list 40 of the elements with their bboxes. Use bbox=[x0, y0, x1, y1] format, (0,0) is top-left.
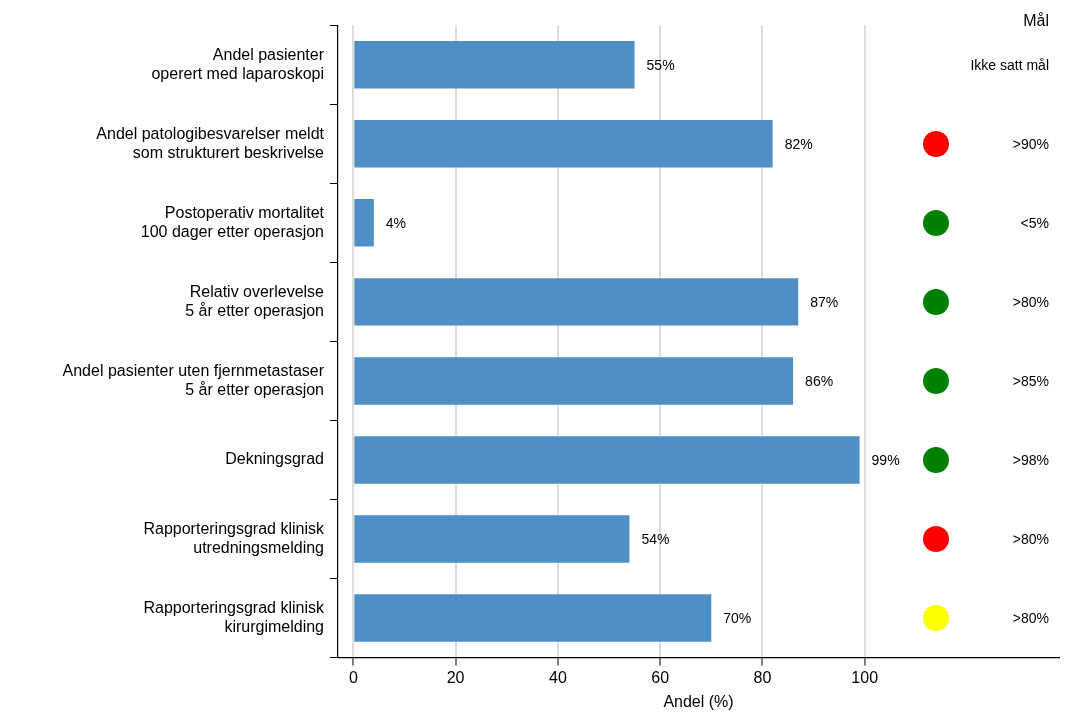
data-label: 4% bbox=[385, 214, 407, 231]
bar bbox=[354, 357, 794, 405]
annotation: >80% bbox=[1012, 293, 1049, 310]
x-tick-label: 80 bbox=[753, 668, 772, 686]
annotation: >80% bbox=[1012, 609, 1049, 626]
data-label: 55% bbox=[646, 56, 675, 73]
data-label: 82% bbox=[784, 135, 813, 152]
x-tick-label: 100 bbox=[851, 668, 879, 686]
data-label: 54% bbox=[641, 530, 670, 547]
y-tick-label: Andel pasienter operert med laparoskopi bbox=[151, 45, 325, 82]
annotation: Ikke satt mål bbox=[970, 56, 1049, 73]
bar bbox=[354, 515, 630, 563]
x-axis-title: Andel (%) bbox=[663, 692, 734, 710]
x-tick-label: 20 bbox=[446, 668, 465, 686]
annotation: <5% bbox=[1020, 214, 1049, 231]
data-label: 87% bbox=[810, 293, 839, 310]
y-tick-label: Rapporteringsgrad klinisk kirurgimelding bbox=[143, 598, 325, 636]
bar bbox=[354, 41, 635, 89]
y-tick-label: Rapporteringsgrad klinisk utredningsmelding bbox=[143, 519, 325, 557]
x-tick-label: 0 bbox=[348, 668, 358, 686]
y-tick-label: Andel patologibesvarelser meldt som strukturert beskrivelse bbox=[96, 124, 325, 161]
bar bbox=[354, 199, 374, 247]
y-tick-label: Andel pasienter uten fjernmetastaser 5 år etter operasjon bbox=[62, 361, 325, 398]
bar bbox=[354, 594, 712, 642]
x-tick-label: 40 bbox=[548, 668, 567, 686]
annotation: >85% bbox=[1012, 372, 1049, 389]
annotation: Mål bbox=[1023, 12, 1049, 30]
data-label: 70% bbox=[723, 609, 752, 626]
data-label: 86% bbox=[805, 372, 834, 389]
annotation: >80% bbox=[1012, 530, 1049, 547]
x-tick-label: 60 bbox=[651, 668, 670, 686]
y-tick-label: Dekningsgrad bbox=[225, 450, 324, 468]
annotation: >90% bbox=[1012, 135, 1049, 152]
y-tick-label: Relativ overlevelse 5 år etter operasjon bbox=[185, 282, 325, 319]
bar bbox=[354, 436, 860, 484]
annotation: >98% bbox=[1012, 451, 1049, 468]
y-tick-label: Postoperativ mortalitet 100 dager etter operasjon bbox=[140, 203, 325, 240]
bar bbox=[354, 278, 799, 326]
bar bbox=[354, 120, 773, 168]
data-label: 99% bbox=[871, 451, 900, 468]
